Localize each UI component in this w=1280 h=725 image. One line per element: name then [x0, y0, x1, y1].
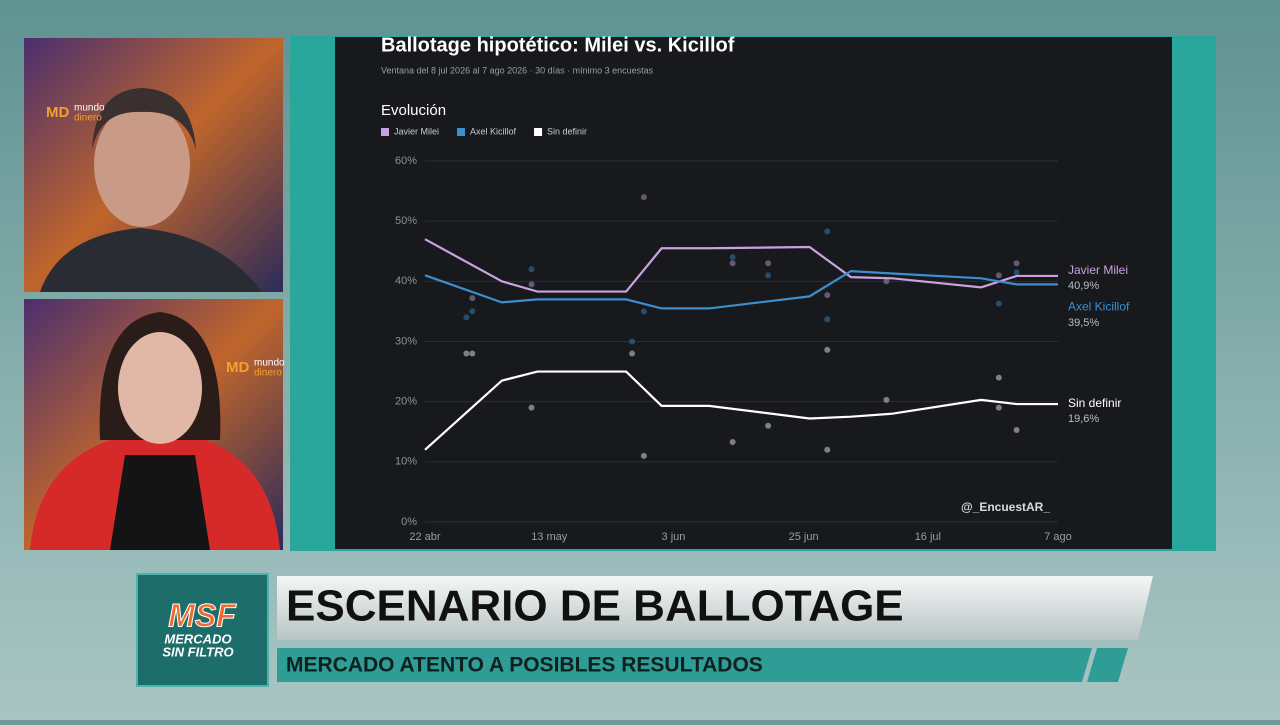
y-tick-label: 10%	[395, 456, 417, 468]
poll-point	[463, 314, 470, 321]
tile-brand: mundo	[74, 103, 105, 114]
show-logo: MSF	[168, 597, 237, 633]
poll-point	[765, 422, 772, 429]
end-label: Axel Kicillof	[1068, 300, 1130, 314]
legend-label: Sin definir	[547, 126, 587, 136]
poll-point	[640, 308, 647, 315]
poll-point	[528, 281, 535, 288]
poll-point	[824, 346, 831, 353]
poll-point	[469, 350, 476, 357]
show-logo-line: MERCADO	[164, 631, 231, 646]
value-label: 40,9%	[1068, 280, 1099, 292]
series-line	[424, 238, 1058, 293]
poll-point	[729, 260, 736, 267]
poll-point	[824, 316, 831, 323]
poll-point	[640, 452, 647, 459]
poll-point	[528, 404, 535, 411]
poll-point	[883, 396, 890, 403]
series-line	[424, 370, 1058, 451]
tile-logo: MD	[226, 359, 249, 376]
poll-point	[883, 278, 890, 285]
legend-label: Javier Milei	[394, 126, 439, 136]
poll-point	[824, 292, 831, 299]
person-head	[94, 103, 190, 227]
tile-brand: mundo	[254, 358, 285, 369]
y-tick-label: 30%	[395, 335, 417, 347]
bar-accent	[1087, 648, 1128, 682]
x-tick-label: 7 ago	[1044, 531, 1072, 543]
poll-point	[1013, 426, 1020, 433]
y-tick-label: 40%	[395, 275, 417, 287]
legend-swatch	[381, 128, 389, 136]
tile-logo: MD	[46, 104, 69, 121]
x-tick-label: 3 jun	[662, 531, 686, 543]
x-tick-label: 25 jun	[789, 531, 819, 543]
end-label: Sin definir	[1068, 396, 1121, 410]
poll-point	[640, 194, 647, 201]
poll-point	[824, 446, 831, 453]
person-hair	[92, 88, 196, 150]
chart-title: Ballotage hipotético: Milei vs. Kicillof	[381, 34, 735, 56]
x-tick-label: 13 may	[531, 531, 568, 543]
poll-point	[765, 260, 772, 267]
poll-point	[995, 374, 1002, 381]
poll-point	[469, 308, 476, 315]
person-shirt	[110, 455, 210, 550]
subheadline: MERCADO ATENTO A POSIBLES RESULTADOS	[286, 654, 763, 677]
chart-subtitle: Ventana del 8 jul 2026 al 7 ago 2026 · 3…	[381, 65, 654, 75]
poll-point	[765, 272, 772, 279]
headline: ESCENARIO DE BALLOTAGE	[286, 582, 904, 631]
poll-point	[1013, 260, 1020, 267]
poll-point	[463, 350, 470, 357]
poll-point	[824, 228, 831, 235]
y-tick-label: 20%	[395, 396, 417, 408]
x-tick-label: 22 abr	[409, 531, 441, 543]
y-tick-label: 0%	[401, 516, 417, 528]
video-tile: MD mundo dinero	[24, 38, 283, 292]
series-line	[424, 269, 1058, 310]
poll-point	[995, 300, 1002, 307]
section-title: Evolución	[381, 102, 446, 119]
poll-point	[995, 404, 1002, 411]
end-label: Javier Milei	[1068, 263, 1128, 277]
value-label: 19,6%	[1068, 413, 1099, 425]
show-logo-box	[136, 573, 269, 687]
value-label: 39,5%	[1068, 317, 1099, 329]
poll-point	[469, 295, 476, 302]
chart-panel	[335, 37, 1172, 549]
poll-point	[528, 266, 535, 273]
plot: 0% 10% 20% 30% 40% 50% 60% 22 abr 13 may 3 jun 25 …	[381, 126, 1130, 543]
y-tick-label: 50%	[395, 215, 417, 227]
person-head	[118, 332, 202, 444]
video-tile: MD mundo dinero	[24, 299, 285, 550]
poll-point	[629, 338, 636, 345]
poll-point	[729, 254, 736, 261]
y-tick-label: 60%	[395, 155, 417, 167]
headline-bar	[277, 576, 1153, 640]
subheadline-bar	[277, 648, 1092, 682]
legend-swatch	[457, 128, 466, 136]
tile-brand: dinero	[254, 368, 282, 379]
show-logo-line: SIN FILTRO	[162, 644, 233, 659]
x-tick-label: 16 jul	[915, 531, 941, 543]
tile-brand: dinero	[74, 113, 102, 124]
legend-label: Axel Kicillof	[470, 126, 517, 136]
poll-point	[629, 350, 636, 357]
watermark: @_EncuestAR_	[961, 500, 1050, 514]
person-body	[40, 228, 262, 292]
legend-swatch	[534, 128, 543, 136]
poll-point	[995, 272, 1002, 279]
poll-point	[729, 438, 736, 445]
poll-point	[1013, 269, 1020, 276]
